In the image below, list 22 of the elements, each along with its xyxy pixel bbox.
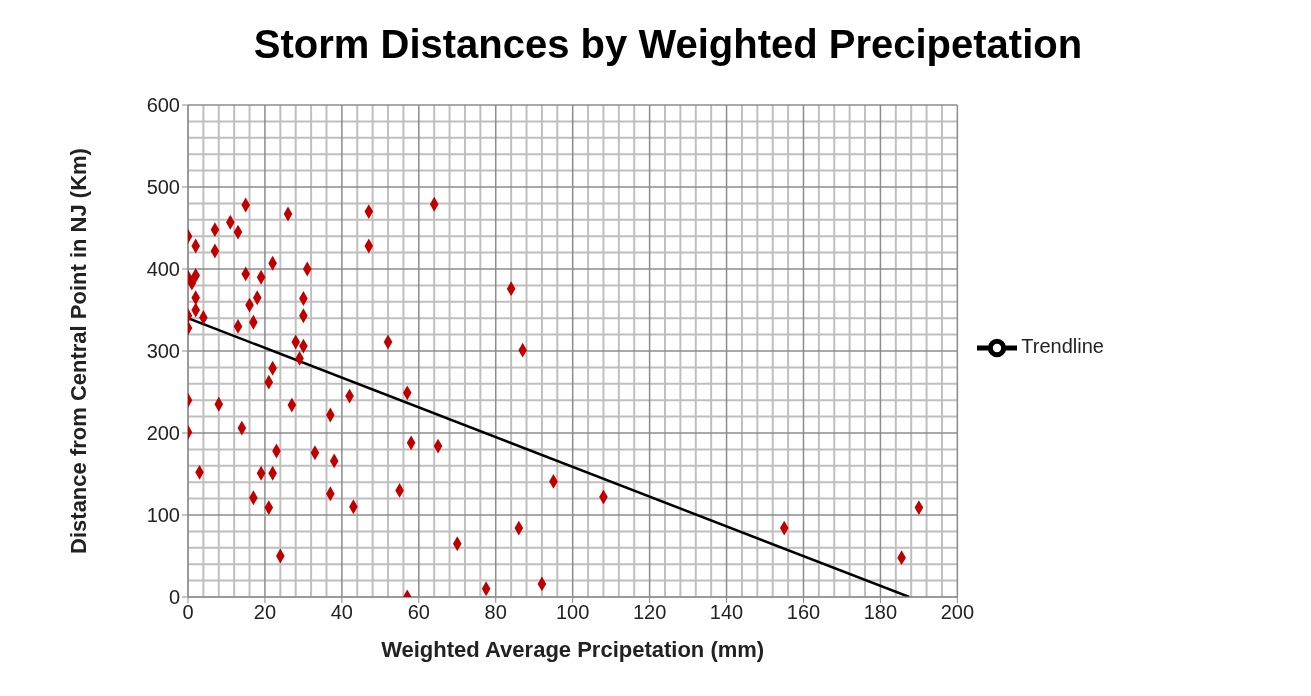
x-tick-label: 0 [182, 601, 194, 624]
x-tick-label: 60 [407, 601, 430, 624]
x-tick-label: 140 [709, 601, 744, 624]
x-tick-label: 160 [786, 601, 821, 624]
y-tick-label: 500 [146, 176, 180, 199]
legend-label: Trendline [1021, 335, 1104, 358]
y-tick-label: 0 [168, 586, 180, 609]
x-tick-label: 20 [253, 601, 277, 624]
y-axis-title: Distance from Central Point in NJ (Km) [65, 148, 91, 554]
x-tick-label: 200 [940, 601, 975, 624]
y-tick-label: 400 [146, 258, 180, 281]
x-tick-label: 180 [863, 601, 898, 624]
x-tick-label: 40 [330, 601, 353, 624]
x-tick-label: 120 [632, 601, 667, 624]
y-tick-label: 600 [146, 94, 180, 117]
chart-title: Storm Distances by Weighted Precipetation [252, 22, 1084, 67]
y-tick-label: 300 [146, 340, 180, 363]
x-axis-title: Weighted Average Prcipetation (mm) [381, 637, 765, 662]
y-tick-label: 100 [146, 504, 180, 527]
x-tick-label: 100 [555, 601, 590, 624]
y-tick-label: 200 [146, 422, 180, 445]
x-tick-label: 80 [484, 601, 507, 624]
